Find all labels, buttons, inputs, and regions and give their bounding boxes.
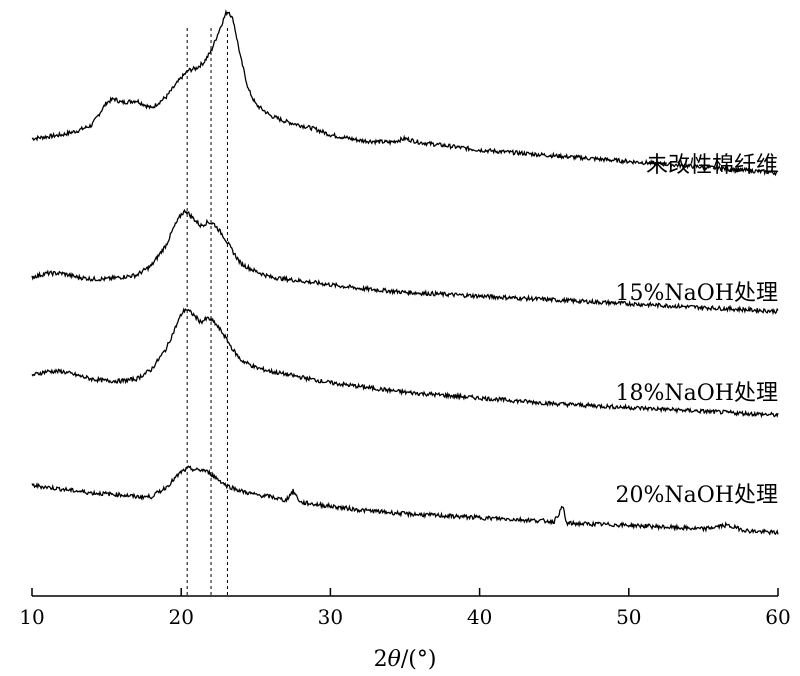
x-tick-label: 30: [318, 605, 343, 629]
x-tick-label: 20: [168, 605, 193, 629]
x-axis-label-variable: θ: [388, 647, 401, 672]
series-line-2: [31, 208, 779, 316]
x-tick-label: 60: [765, 605, 790, 629]
series-labels: 未改性棉纤维 15%NaOH处理 18%NaOH处理 20%NaOH处理: [616, 153, 779, 508]
series-label-2: 15%NaOH处理: [616, 281, 779, 306]
x-tick-label: 50: [616, 605, 641, 629]
series-label-3: 18%NaOH处理: [616, 381, 779, 406]
x-tick-label: 10: [19, 605, 44, 629]
series-lines: [31, 8, 779, 536]
x-axis-label-prefix: 2: [374, 647, 388, 672]
reference-lines: [186, 28, 228, 596]
series-line-3: [31, 307, 779, 419]
x-tick-label: 40: [467, 605, 492, 629]
x-axis-ticks: 10 20 30 40 50 60: [19, 588, 791, 629]
series-line-1: [31, 8, 779, 177]
series-label-1: 未改性棉纤维: [646, 153, 778, 178]
x-axis-label-suffix: /(°): [401, 647, 437, 672]
series-line-4: [31, 465, 779, 536]
series-label-4: 20%NaOH处理: [616, 483, 779, 508]
x-axis-label: 2θ/(°): [374, 647, 437, 672]
